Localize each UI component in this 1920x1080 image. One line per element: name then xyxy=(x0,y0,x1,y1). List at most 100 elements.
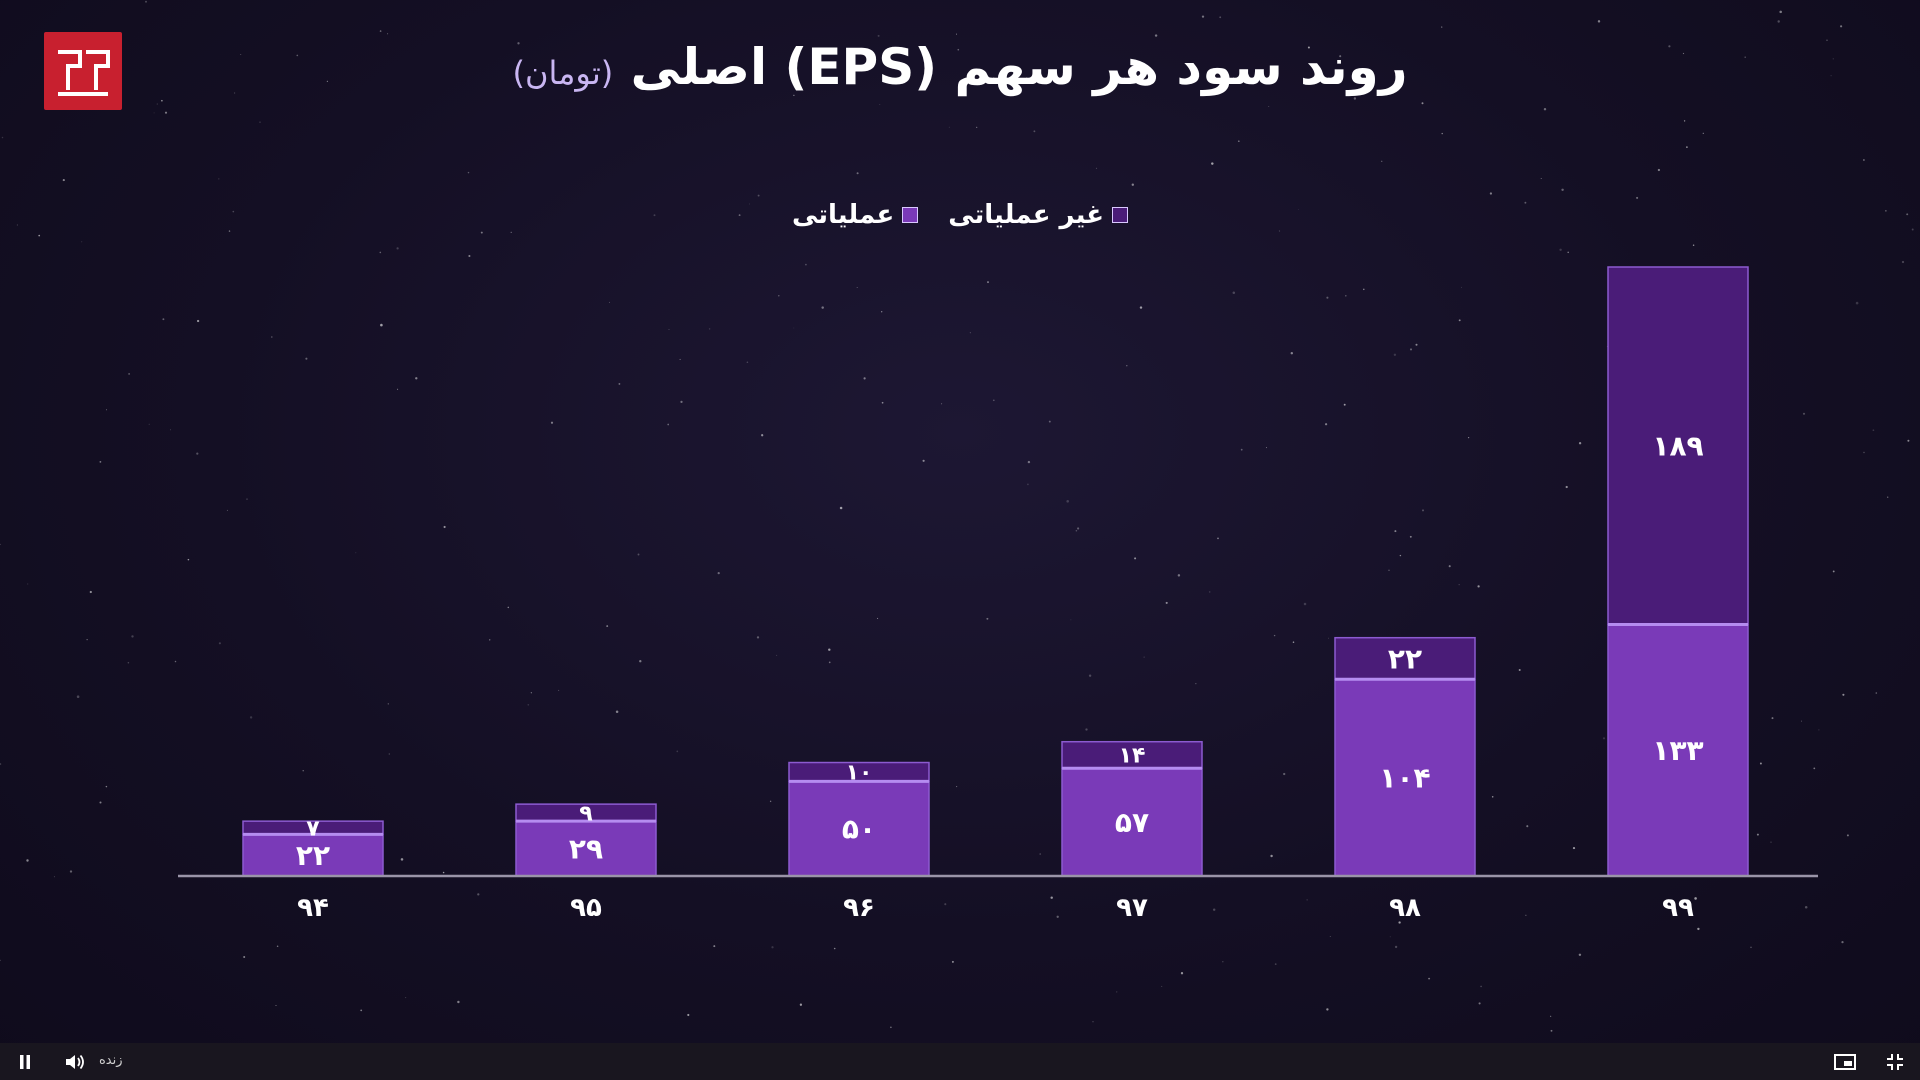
star xyxy=(550,421,554,424)
star xyxy=(305,357,308,360)
star xyxy=(951,960,954,963)
star xyxy=(1802,412,1806,415)
star xyxy=(1744,56,1746,58)
star xyxy=(1077,527,1080,530)
star xyxy=(944,903,947,906)
star xyxy=(1303,602,1307,606)
star xyxy=(1139,306,1143,309)
data-label-non-operating: ۱۸۹ xyxy=(1652,430,1703,463)
star xyxy=(1326,296,1329,299)
star xyxy=(1343,403,1346,406)
star xyxy=(246,498,248,500)
star xyxy=(1329,935,1331,938)
star xyxy=(530,692,532,694)
star xyxy=(0,763,2,765)
star xyxy=(1394,945,1398,949)
star xyxy=(1906,213,1909,216)
star xyxy=(1543,107,1547,111)
star xyxy=(637,553,640,556)
star xyxy=(1441,132,1443,135)
star xyxy=(558,689,560,691)
star xyxy=(821,306,824,309)
pause-button[interactable] xyxy=(14,1049,36,1074)
star xyxy=(131,635,134,638)
star xyxy=(355,552,357,554)
star xyxy=(275,1005,277,1006)
star xyxy=(1297,209,1299,211)
star xyxy=(53,876,55,878)
star xyxy=(1682,52,1685,55)
star xyxy=(1048,420,1051,423)
star xyxy=(799,1003,803,1006)
star xyxy=(987,281,989,284)
star xyxy=(717,571,720,575)
star xyxy=(1095,167,1098,169)
star xyxy=(488,639,491,641)
star xyxy=(877,617,879,619)
star xyxy=(1131,183,1134,186)
star xyxy=(1572,847,1576,850)
star xyxy=(99,460,102,463)
star xyxy=(1694,897,1697,900)
star xyxy=(326,80,329,83)
star xyxy=(1033,130,1036,133)
star xyxy=(1381,160,1383,162)
star xyxy=(1756,833,1759,836)
data-label-operating: ۲۲ xyxy=(296,839,330,872)
data-label-non-operating: ۷ xyxy=(306,816,320,841)
star xyxy=(1840,25,1843,28)
star xyxy=(27,583,29,585)
star xyxy=(443,525,446,529)
star xyxy=(618,382,621,385)
star xyxy=(839,506,843,510)
star xyxy=(396,247,399,250)
exit-fullscreen-button[interactable] xyxy=(1882,1049,1908,1074)
star xyxy=(1326,1008,1329,1011)
star xyxy=(127,661,130,664)
star xyxy=(653,214,656,217)
live-label: زنده xyxy=(99,1053,123,1068)
legend-swatch-non-operating xyxy=(1112,207,1129,223)
star xyxy=(1855,301,1859,305)
star xyxy=(1863,159,1865,161)
star xyxy=(956,33,957,35)
chart-legend: غیر عملیاتی عملیاتی xyxy=(0,200,1920,230)
picture-in-picture-button[interactable] xyxy=(1832,1049,1858,1074)
star xyxy=(1702,132,1704,134)
star xyxy=(1907,439,1910,442)
star xyxy=(738,214,741,217)
star xyxy=(761,434,764,437)
star xyxy=(507,606,510,609)
star xyxy=(387,33,389,35)
volume-button[interactable] xyxy=(62,1049,88,1074)
star xyxy=(162,318,165,321)
star xyxy=(234,92,236,94)
star xyxy=(793,327,795,329)
star xyxy=(259,121,261,123)
star xyxy=(148,423,150,425)
star xyxy=(1421,102,1424,105)
star xyxy=(1399,554,1402,557)
star xyxy=(1270,854,1273,858)
star xyxy=(1602,737,1606,740)
star xyxy=(360,1009,363,1012)
star xyxy=(1478,1002,1481,1005)
star xyxy=(769,800,772,803)
star xyxy=(793,94,795,96)
star xyxy=(145,0,147,3)
star xyxy=(1561,188,1564,192)
pause-icon xyxy=(20,1054,30,1069)
star xyxy=(986,617,989,620)
star xyxy=(1389,936,1391,938)
star xyxy=(922,459,925,462)
star xyxy=(387,703,389,705)
star xyxy=(218,178,220,180)
star xyxy=(477,893,480,896)
star xyxy=(232,210,235,213)
star xyxy=(1,136,4,139)
star xyxy=(128,373,130,375)
star xyxy=(187,558,190,561)
star xyxy=(1232,291,1236,295)
star xyxy=(856,172,859,175)
